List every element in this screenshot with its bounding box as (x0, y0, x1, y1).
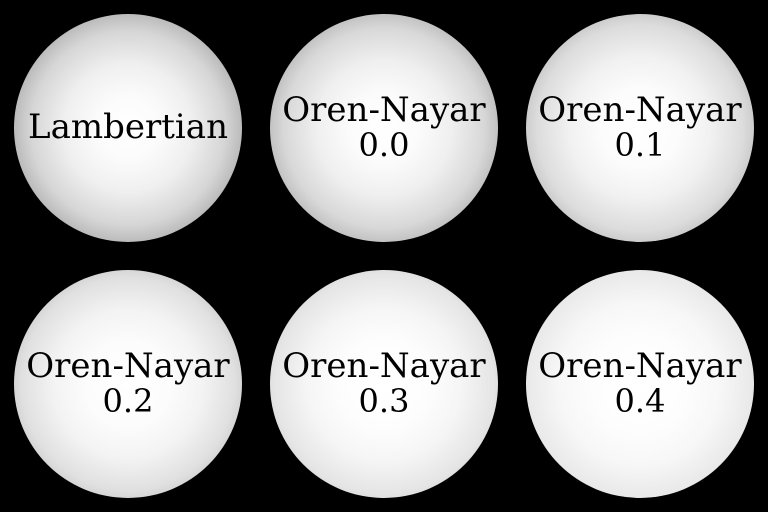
sphere-label: Oren-Nayar (282, 346, 486, 387)
oren-nayar-sphere-0-3: Oren-Nayar 0.3 (270, 270, 498, 498)
sphere-label: Oren-Nayar (538, 346, 742, 387)
roughness-value: 0.4 (614, 382, 666, 421)
sphere-label: Oren-Nayar (538, 90, 742, 131)
oren-nayar-sphere-0-1: Oren-Nayar 0.1 (526, 14, 754, 242)
oren-nayar-sphere-0-2: Oren-Nayar 0.2 (14, 270, 242, 498)
sphere-label: Oren-Nayar (282, 90, 486, 131)
sphere-label: Lambertian (28, 107, 228, 148)
roughness-value: 0.3 (358, 382, 410, 421)
oren-nayar-sphere-0-0: Oren-Nayar 0.0 (270, 14, 498, 242)
roughness-value: 0.2 (102, 382, 154, 421)
sphere-label: Oren-Nayar (26, 346, 230, 387)
lambertian-sphere: Lambertian (14, 14, 242, 242)
roughness-value: 0.0 (358, 126, 410, 165)
oren-nayar-sphere-0-4: Oren-Nayar 0.4 (526, 270, 754, 498)
roughness-value: 0.1 (614, 126, 666, 165)
